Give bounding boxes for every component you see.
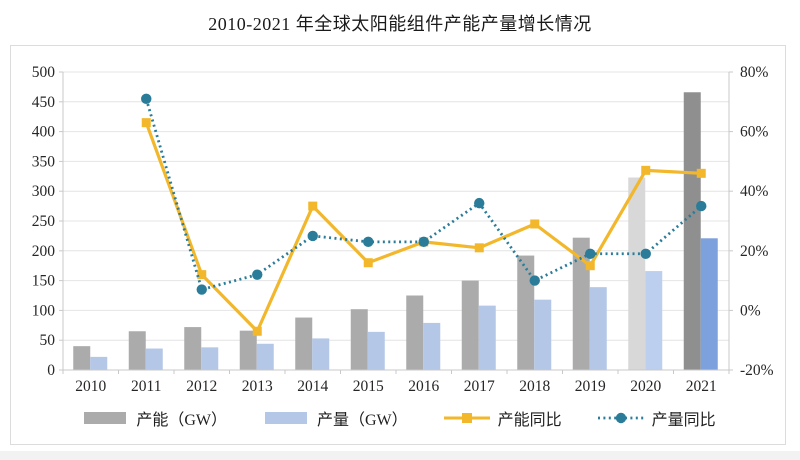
legend-swatch-shape: [615, 412, 626, 424]
x-axis-category-label: 2019: [575, 378, 606, 395]
left-axis-tick-label: 350: [32, 153, 56, 170]
production-yoy-line: [144, 98, 703, 291]
right-axis-tick-label: 0%: [740, 302, 761, 319]
capacity-bar: [239, 330, 257, 370]
legend-dotted-swatch: [597, 412, 644, 424]
x-axis-category-label: 2013: [242, 378, 273, 395]
production-yoy-point: [585, 248, 596, 259]
production-bar: [534, 299, 552, 370]
x-axis-category-label: 2010: [75, 378, 106, 395]
x-axis-category-label: 2017: [464, 378, 495, 395]
production-bar: [256, 343, 274, 370]
left-axis-tick-label: 50: [40, 332, 56, 349]
capacity-yoy-point: [474, 243, 484, 253]
right-axis-tick-label: 20%: [740, 243, 769, 260]
production-yoy-point: [141, 93, 152, 105]
legend-bar-swatch: [264, 412, 307, 424]
left-axis-tick-label: 0: [47, 362, 55, 379]
production-yoy-point: [640, 248, 651, 259]
capacity-yoy-point: [197, 270, 207, 280]
x-axis-category-label: 2012: [186, 378, 217, 395]
production-bar: [201, 347, 219, 370]
production-bar: [478, 305, 496, 370]
x-axis-category-label: 2020: [630, 378, 661, 395]
x-axis-category-label: 2016: [408, 378, 439, 395]
capacity-yoy-point: [641, 165, 651, 175]
legend-swatch-shape: [461, 413, 472, 423]
page-background-strip: [0, 451, 800, 460]
production-bar: [645, 271, 663, 370]
legend-line-swatch: [443, 413, 490, 423]
legend-item: 产能（GW）: [82, 406, 227, 430]
capacity-bar: [517, 255, 535, 370]
legend-label: 产能同比: [497, 412, 562, 429]
production-bar: [589, 287, 607, 370]
capacity-bar: [350, 309, 368, 370]
production-bar: [700, 238, 718, 370]
legend-swatch-shape: [84, 412, 127, 424]
right-axis-tick-label: -20%: [740, 362, 774, 379]
capacity-bar: [683, 92, 701, 370]
left-axis-tick-label: 500: [32, 64, 56, 81]
production-bar: [312, 338, 330, 370]
capacity-bar: [572, 237, 590, 370]
left-axis-tick-label: 400: [32, 124, 56, 141]
chart-legend: 产能（GW） 产量（GW） 产能同比 产量同比: [11, 406, 787, 430]
legend-item: 产量同比: [597, 406, 716, 430]
capacity-yoy-point: [363, 258, 373, 268]
production-bar: [90, 356, 108, 370]
legend-item: 产能同比: [443, 406, 562, 430]
capacity-bar: [184, 327, 202, 370]
legend-label: 产量同比: [651, 412, 716, 429]
left-axis-tick-label: 300: [32, 183, 56, 200]
x-axis-category-label: 2011: [131, 378, 161, 395]
production-yoy-point: [252, 269, 263, 280]
legend-bar-swatch: [84, 412, 127, 424]
legend-label: 产能（GW）: [136, 412, 227, 429]
x-axis-category-label: 2018: [519, 378, 550, 395]
capacity-yoy-point: [696, 168, 706, 178]
right-axis-tick-label: 80%: [740, 64, 769, 81]
left-axis-tick-label: 250: [32, 213, 56, 230]
production-yoy-point: [363, 236, 374, 248]
capacity-bar: [73, 346, 91, 370]
x-axis-category-label: 2014: [297, 378, 328, 395]
production-yoy-point: [307, 230, 318, 242]
production-bar: [367, 331, 385, 370]
capacity-yoy-line: [144, 122, 702, 333]
production-yoy-point: [418, 236, 429, 248]
production-yoy-point: [529, 275, 540, 286]
legend-item: 产量（GW）: [263, 406, 408, 430]
left-axis-tick-label: 100: [32, 302, 56, 319]
capacity-yoy-point: [252, 326, 262, 336]
left-axis-tick-label: 450: [32, 94, 56, 111]
chart-title: 2010-2021 年全球太阳能组件产能产量增长情况: [208, 14, 592, 34]
left-axis-tick-label: 150: [32, 273, 56, 290]
capacity-bar: [295, 317, 313, 370]
capacity-bar: [128, 331, 146, 370]
legend-swatch-shape: [264, 412, 307, 424]
x-axis-category-label: 2015: [353, 378, 384, 395]
capacity-yoy-point: [308, 201, 318, 211]
production-bar: [145, 348, 163, 370]
production-yoy-point: [474, 197, 485, 209]
capacity-bar: [406, 295, 424, 370]
capacity-bar: [628, 177, 646, 370]
production-yoy-point: [196, 284, 207, 295]
x-axis-category-label: 2021: [686, 378, 717, 395]
right-axis-tick-label: 60%: [740, 124, 769, 141]
chart-canvas: 0 50 100 150 200 250 300 350 400 450 500 -20% 0% 20% 4…: [32, 64, 774, 395]
left-axis-tick-label: 200: [32, 243, 56, 260]
chart-plot-area: 0 50 100 150 200 250 300 350 400 450 500 -20% 0% 20% 4…: [10, 45, 786, 445]
production-bar: [423, 322, 441, 370]
capacity-yoy-point: [530, 219, 540, 229]
production-yoy-point: [696, 200, 707, 212]
capacity-bar: [461, 280, 479, 370]
capacity-yoy-point: [585, 261, 595, 271]
right-axis-tick-label: 40%: [740, 183, 769, 200]
capacity-yoy-point: [141, 118, 151, 128]
legend-label: 产量（GW）: [316, 412, 408, 429]
